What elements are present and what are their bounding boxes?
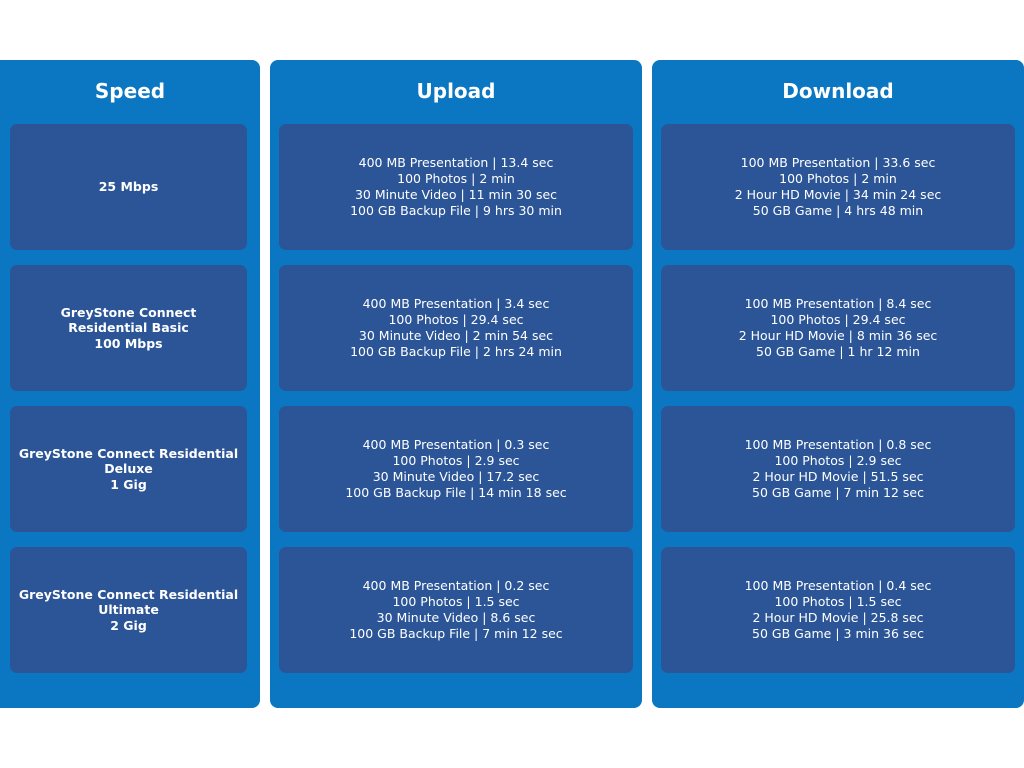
speed-cell-2: GreyStone Connect Residential Basic 100 … [10,265,247,391]
speed-cell-2-line-1: GreyStone Connect [60,304,197,320]
download-cell-2: 100 MB Presentation | 8.4 sec 100 Photos… [661,265,1015,391]
download-cell-2-line-3: 2 Hour HD Movie | 8 min 36 sec [738,328,938,343]
download-column-header: Download [782,79,894,103]
speed-cell-4-line-1: GreyStone Connect Residential [18,586,239,602]
download-cell-2-line-1: 100 MB Presentation | 8.4 sec [744,296,932,311]
upload-cell-1: 400 MB Presentation | 13.4 sec 100 Photo… [279,124,633,250]
download-cell-2-line-2: 100 Photos | 29.4 sec [770,312,906,327]
speed-cell-3-line-1: GreyStone Connect Residential [18,445,239,461]
speed-cell-1: 25 Mbps [10,124,247,250]
upload-cell-2-line-4: 100 GB Backup File | 2 hrs 24 min [350,344,562,359]
download-cell-1-line-2: 100 Photos | 2 min [779,171,897,186]
download-cell-4-line-2: 100 Photos | 1.5 sec [774,594,902,609]
upload-cell-2-line-2: 100 Photos | 29.4 sec [388,312,524,327]
speed-cell-3-line-2: Deluxe [104,461,153,477]
upload-cell-4-line-2: 100 Photos | 1.5 sec [392,594,520,609]
speed-column-header: Speed [94,79,166,103]
download-cell-1-line-4: 50 GB Game | 4 hrs 48 min [752,203,924,218]
speed-cell-1-line-1: 25 Mbps [98,179,159,195]
upload-cell-3-line-4: 100 GB Backup File | 14 min 18 sec [345,485,567,500]
upload-cell-4-line-3: 30 Minute Video | 8.6 sec [376,610,536,625]
speed-cell-2-line-2: Residential Basic [68,320,189,336]
upload-column-header: Upload [416,79,496,103]
upload-cell-1-line-1: 400 MB Presentation | 13.4 sec [358,155,554,170]
speed-cell-4: GreyStone Connect Residential Ultimate 2… [10,547,247,673]
speed-cell-3-line-3: 1 Gig [110,476,147,492]
download-cell-4-line-1: 100 MB Presentation | 0.4 sec [744,578,932,593]
speed-cell-4-line-2: Ultimate [98,602,159,618]
upload-cell-3-line-1: 400 MB Presentation | 0.3 sec [362,437,550,452]
download-cell-3-line-4: 50 GB Game | 7 min 12 sec [752,485,924,500]
upload-cell-2-line-3: 30 Minute Video | 2 min 54 sec [358,328,554,343]
upload-cell-3: 400 MB Presentation | 0.3 sec 100 Photos… [279,406,633,532]
download-cell-3-line-3: 2 Hour HD Movie | 51.5 sec [752,469,924,484]
upload-cell-3-line-2: 100 Photos | 2.9 sec [392,453,520,468]
download-cell-3: 100 MB Presentation | 0.8 sec 100 Photos… [661,406,1015,532]
upload-cell-2: 400 MB Presentation | 3.4 sec 100 Photos… [279,265,633,391]
upload-cell-2-line-1: 400 MB Presentation | 3.4 sec [362,296,550,311]
download-cell-1-line-3: 2 Hour HD Movie | 34 min 24 sec [734,187,942,202]
upload-cell-1-line-2: 100 Photos | 2 min [397,171,515,186]
speed-column: Speed 25 Mbps GreyStone Connect Resident… [0,60,260,708]
download-column: Download 100 MB Presentation | 33.6 sec … [652,60,1024,708]
download-cell-2-line-4: 50 GB Game | 1 hr 12 min [756,344,920,359]
download-cell-3-line-1: 100 MB Presentation | 0.8 sec [744,437,932,452]
download-cell-1-line-1: 100 MB Presentation | 33.6 sec [740,155,936,170]
upload-cell-4: 400 MB Presentation | 0.2 sec 100 Photos… [279,547,633,673]
download-cell-4-line-4: 50 GB Game | 3 min 36 sec [752,626,924,641]
download-cell-4: 100 MB Presentation | 0.4 sec 100 Photos… [661,547,1015,673]
upload-cell-1-line-4: 100 GB Backup File | 9 hrs 30 min [350,203,562,218]
download-cell-4-line-3: 2 Hour HD Movie | 25.8 sec [752,610,924,625]
upload-cell-1-line-3: 30 Minute Video | 11 min 30 sec [354,187,558,202]
upload-cell-4-line-4: 100 GB Backup File | 7 min 12 sec [349,626,563,641]
upload-cell-3-line-3: 30 Minute Video | 17.2 sec [372,469,540,484]
speed-cell-3: GreyStone Connect Residential Deluxe 1 G… [10,406,247,532]
upload-cell-4-line-1: 400 MB Presentation | 0.2 sec [362,578,550,593]
upload-column: Upload 400 MB Presentation | 13.4 sec 10… [270,60,642,708]
download-cell-1: 100 MB Presentation | 33.6 sec 100 Photo… [661,124,1015,250]
download-cell-3-line-2: 100 Photos | 2.9 sec [774,453,902,468]
speed-cell-4-line-3: 2 Gig [110,617,147,633]
speed-cell-2-line-3: 100 Mbps [94,335,163,351]
